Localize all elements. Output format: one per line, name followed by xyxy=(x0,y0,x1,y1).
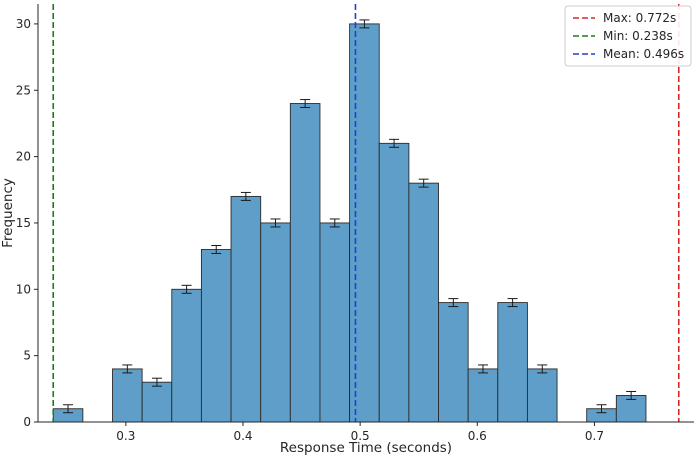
y-tick-label: 0 xyxy=(23,415,31,429)
histogram-bar xyxy=(319,222,351,423)
error-bar xyxy=(122,364,133,374)
histogram-bar xyxy=(200,249,232,423)
axes-layer xyxy=(37,4,694,423)
legend-label: Min: 0.238s xyxy=(603,29,673,43)
histogram-bar xyxy=(141,381,173,423)
legend-item: Min: 0.238s xyxy=(573,29,673,43)
error-bar xyxy=(211,245,222,254)
histogram-bar xyxy=(467,368,499,423)
histogram-bar xyxy=(260,222,291,423)
histogram-bar xyxy=(378,142,410,423)
error-bar xyxy=(596,404,607,414)
x-tick-label: 0.3 xyxy=(116,429,135,443)
x-tick-label: 0.7 xyxy=(585,429,604,443)
reference-lines-layer xyxy=(52,4,680,422)
histogram-bar xyxy=(230,195,262,423)
bars-layer xyxy=(52,23,647,423)
error-bar xyxy=(240,191,251,201)
histogram-bar xyxy=(349,23,380,423)
error-bar xyxy=(537,364,548,374)
error-bar xyxy=(151,377,162,387)
error-bars-layer xyxy=(63,19,637,414)
error-bar xyxy=(181,284,192,294)
legend-frame xyxy=(564,5,692,67)
histogram-bar xyxy=(497,302,528,423)
error-bar xyxy=(329,218,340,228)
x-tick-label: 0.4 xyxy=(233,429,252,443)
histogram-bar xyxy=(171,288,202,423)
legend-label: Mean: 0.496s xyxy=(603,47,684,61)
legend-item: Mean: 0.496s xyxy=(573,47,684,61)
legend-item: Max: 0.772s xyxy=(573,11,676,25)
error-bar xyxy=(270,218,281,228)
error-bar xyxy=(507,298,518,308)
y-tick-label: 15 xyxy=(16,216,31,230)
y-axis-label: Frequency xyxy=(0,178,16,248)
y-tick-label: 10 xyxy=(16,282,31,296)
histogram-bar xyxy=(289,103,321,423)
histogram-bar xyxy=(112,368,143,423)
error-bar xyxy=(300,99,311,109)
y-tick-label: 25 xyxy=(16,83,31,97)
histogram-bar xyxy=(408,182,439,423)
error-bar xyxy=(448,298,459,308)
histogram-bar xyxy=(526,368,558,423)
legend-label: Max: 0.772s xyxy=(603,11,676,25)
error-bar xyxy=(63,404,74,414)
error-bar xyxy=(477,364,488,374)
error-bar xyxy=(418,178,429,188)
error-bar xyxy=(626,390,637,400)
x-axis-label: Response Time (seconds) xyxy=(280,440,452,456)
ticks-layer: 0.3 0.4 0.5 0.6 0.7 0 5 10 15 20 25 30 xyxy=(16,17,604,443)
legend: Max: 0.772s Min: 0.238s Mean: 0.496s xyxy=(564,5,692,67)
histogram-bar xyxy=(438,302,469,423)
error-bar xyxy=(359,19,370,29)
x-tick-label: 0.6 xyxy=(468,429,487,443)
y-tick-label: 5 xyxy=(23,349,31,363)
y-tick-label: 30 xyxy=(16,17,31,31)
error-bar xyxy=(389,138,400,148)
x-tick-label: 0.5 xyxy=(351,429,370,443)
y-tick-label: 20 xyxy=(16,150,31,164)
